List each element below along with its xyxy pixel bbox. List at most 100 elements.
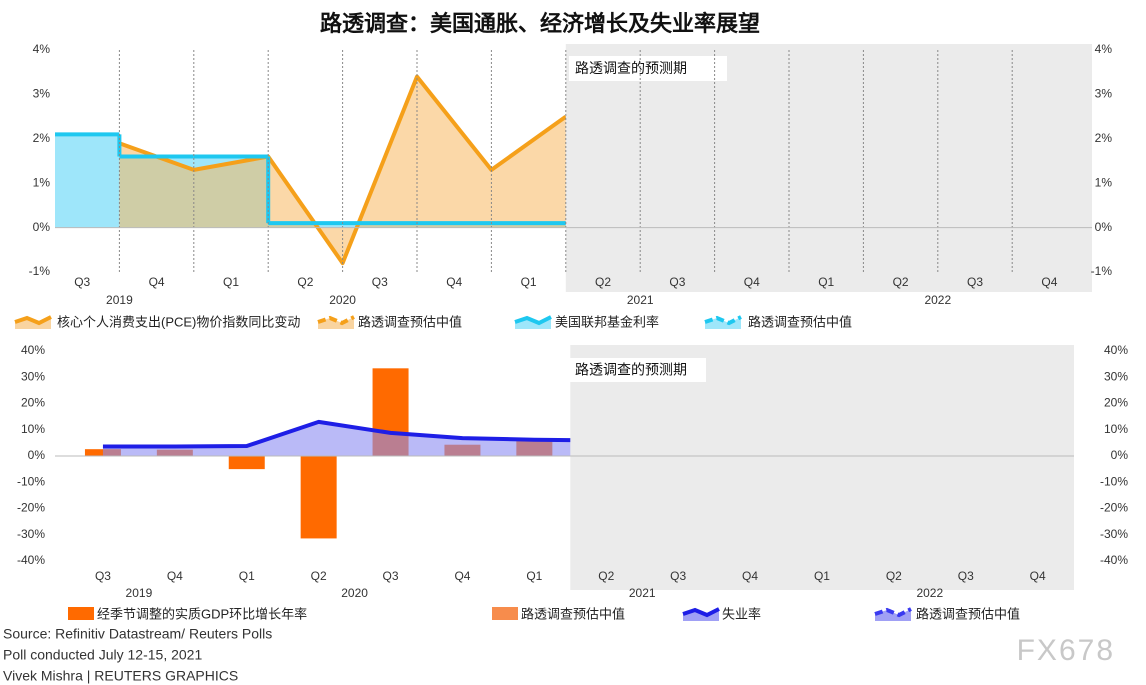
- x-tick-label: Q2: [893, 275, 909, 289]
- x-tick-label: Q3: [372, 275, 388, 289]
- y-tick-label: -40%: [17, 553, 45, 567]
- legend-swatch: [492, 607, 518, 620]
- legend-swatch: [514, 315, 552, 326]
- x-tick-label: Q4: [1030, 569, 1046, 583]
- legend-swatch: [68, 607, 94, 620]
- legend-swatch: [14, 315, 52, 326]
- y-tick-label: 0%: [33, 220, 51, 234]
- year-label: 2021: [629, 586, 656, 600]
- area: [119, 76, 566, 264]
- legend-label: 经季节调整的实质GDP环比增长年率: [97, 606, 307, 621]
- annotation: 路透调查的预测期: [575, 60, 687, 76]
- y-tick-label: 40%: [21, 343, 45, 357]
- y2-tick-label: 0%: [1095, 220, 1113, 234]
- x-tick-label: Q1: [223, 275, 239, 289]
- x-tick-label: Q4: [454, 569, 470, 583]
- y-tick-label: 2%: [33, 131, 51, 145]
- x-tick-label: Q4: [1041, 275, 1057, 289]
- x-tick-label: Q3: [670, 569, 686, 583]
- x-tick-label: Q3: [958, 569, 974, 583]
- y2-tick-label: 30%: [1104, 369, 1128, 383]
- x-tick-label: Q2: [598, 569, 614, 583]
- x-tick-label: Q4: [167, 569, 183, 583]
- legend-label: 美国联邦基金利率: [555, 314, 659, 329]
- step-area: [55, 134, 120, 228]
- y2-tick-label: -20%: [1100, 501, 1128, 515]
- x-tick-label: Q4: [149, 275, 165, 289]
- y-tick-label: 0%: [28, 448, 46, 462]
- x-tick-label: Q1: [818, 275, 834, 289]
- x-tick-label: Q1: [521, 275, 537, 289]
- y2-tick-label: 20%: [1104, 396, 1128, 410]
- year-label: 2022: [924, 293, 951, 307]
- y2-tick-label: 4%: [1095, 42, 1113, 56]
- legend-swatch: [317, 315, 355, 326]
- y-tick-label: 3%: [33, 87, 51, 101]
- y-tick-label: -30%: [17, 527, 45, 541]
- bar: [300, 456, 337, 539]
- year-label: 2021: [627, 293, 654, 307]
- watermark: FX678: [1017, 634, 1115, 667]
- x-tick-label: Q2: [886, 569, 902, 583]
- chart-title: 路透调查：美国通胀、经济增长及失业率展望: [320, 11, 760, 36]
- x-tick-label: Q3: [95, 569, 111, 583]
- year-label: 2019: [126, 586, 153, 600]
- y-tick-label: -20%: [17, 501, 45, 515]
- y-tick-label: -1%: [29, 264, 51, 278]
- annotation-box: [569, 358, 706, 382]
- y2-tick-label: -30%: [1100, 527, 1128, 541]
- bar: [228, 456, 265, 470]
- x-tick-label: Q3: [74, 275, 90, 289]
- legend-swatch: [704, 315, 742, 326]
- legend-swatch-area: [875, 609, 911, 621]
- legend-swatch: [682, 607, 720, 618]
- y-tick-label: 10%: [21, 422, 45, 436]
- year-label: 2022: [916, 586, 943, 600]
- y2-tick-label: -10%: [1100, 474, 1128, 488]
- y-tick-label: 1%: [33, 175, 51, 189]
- x-tick-label: Q4: [742, 569, 758, 583]
- legend-label: 失业率: [722, 606, 761, 621]
- x-tick-label: Q3: [967, 275, 983, 289]
- x-tick-label: Q4: [446, 275, 462, 289]
- y-tick-label: -10%: [17, 474, 45, 488]
- legend-label: 核心个人消费支出(PCE)物价指数同比变动: [57, 314, 300, 329]
- x-tick-label: Q2: [311, 569, 327, 583]
- y2-tick-label: 10%: [1104, 422, 1128, 436]
- x-tick-label: Q2: [297, 275, 313, 289]
- year-label: 2019: [106, 293, 133, 307]
- y2-tick-label: 2%: [1095, 131, 1113, 145]
- line: [102, 419, 607, 449]
- legend-swatch-area: [705, 317, 741, 329]
- year-label: 2020: [329, 293, 356, 307]
- x-tick-label: Q1: [814, 569, 830, 583]
- y-tick-label: 4%: [33, 42, 51, 56]
- y2-tick-label: 40%: [1104, 343, 1128, 357]
- legend-swatch-area: [318, 317, 354, 329]
- legend-label: 路透调查预估中值: [358, 314, 462, 329]
- annotation-box: [569, 56, 727, 81]
- legend-swatch: [874, 607, 912, 618]
- footer-line: Source: Refinitiv Datastream/ Reuters Po…: [3, 626, 272, 642]
- x-tick-label: Q2: [595, 275, 611, 289]
- y-tick-label: 20%: [21, 396, 45, 410]
- x-tick-label: Q3: [669, 275, 685, 289]
- footer-line: Poll conducted July 12-15, 2021: [3, 647, 202, 663]
- y2-tick-label: -40%: [1100, 553, 1128, 567]
- y2-tick-label: 0%: [1111, 448, 1129, 462]
- y2-tick-label: -1%: [1091, 264, 1113, 278]
- year-label: 2020: [341, 586, 368, 600]
- y2-tick-label: 1%: [1095, 175, 1113, 189]
- y-tick-label: 30%: [21, 369, 45, 383]
- legend-label: 路透调查预估中值: [521, 606, 625, 621]
- x-tick-label: Q3: [383, 569, 399, 583]
- x-tick-label: Q1: [526, 569, 542, 583]
- legend-label: 路透调查预估中值: [916, 606, 1020, 621]
- x-tick-label: Q1: [239, 569, 255, 583]
- forecast-region: [570, 345, 1074, 590]
- x-tick-label: Q4: [744, 275, 760, 289]
- legend-label: 路透调查预估中值: [748, 314, 852, 329]
- footer-line: Vivek Mishra | REUTERS GRAPHICS: [3, 668, 238, 684]
- y2-tick-label: 3%: [1095, 87, 1113, 101]
